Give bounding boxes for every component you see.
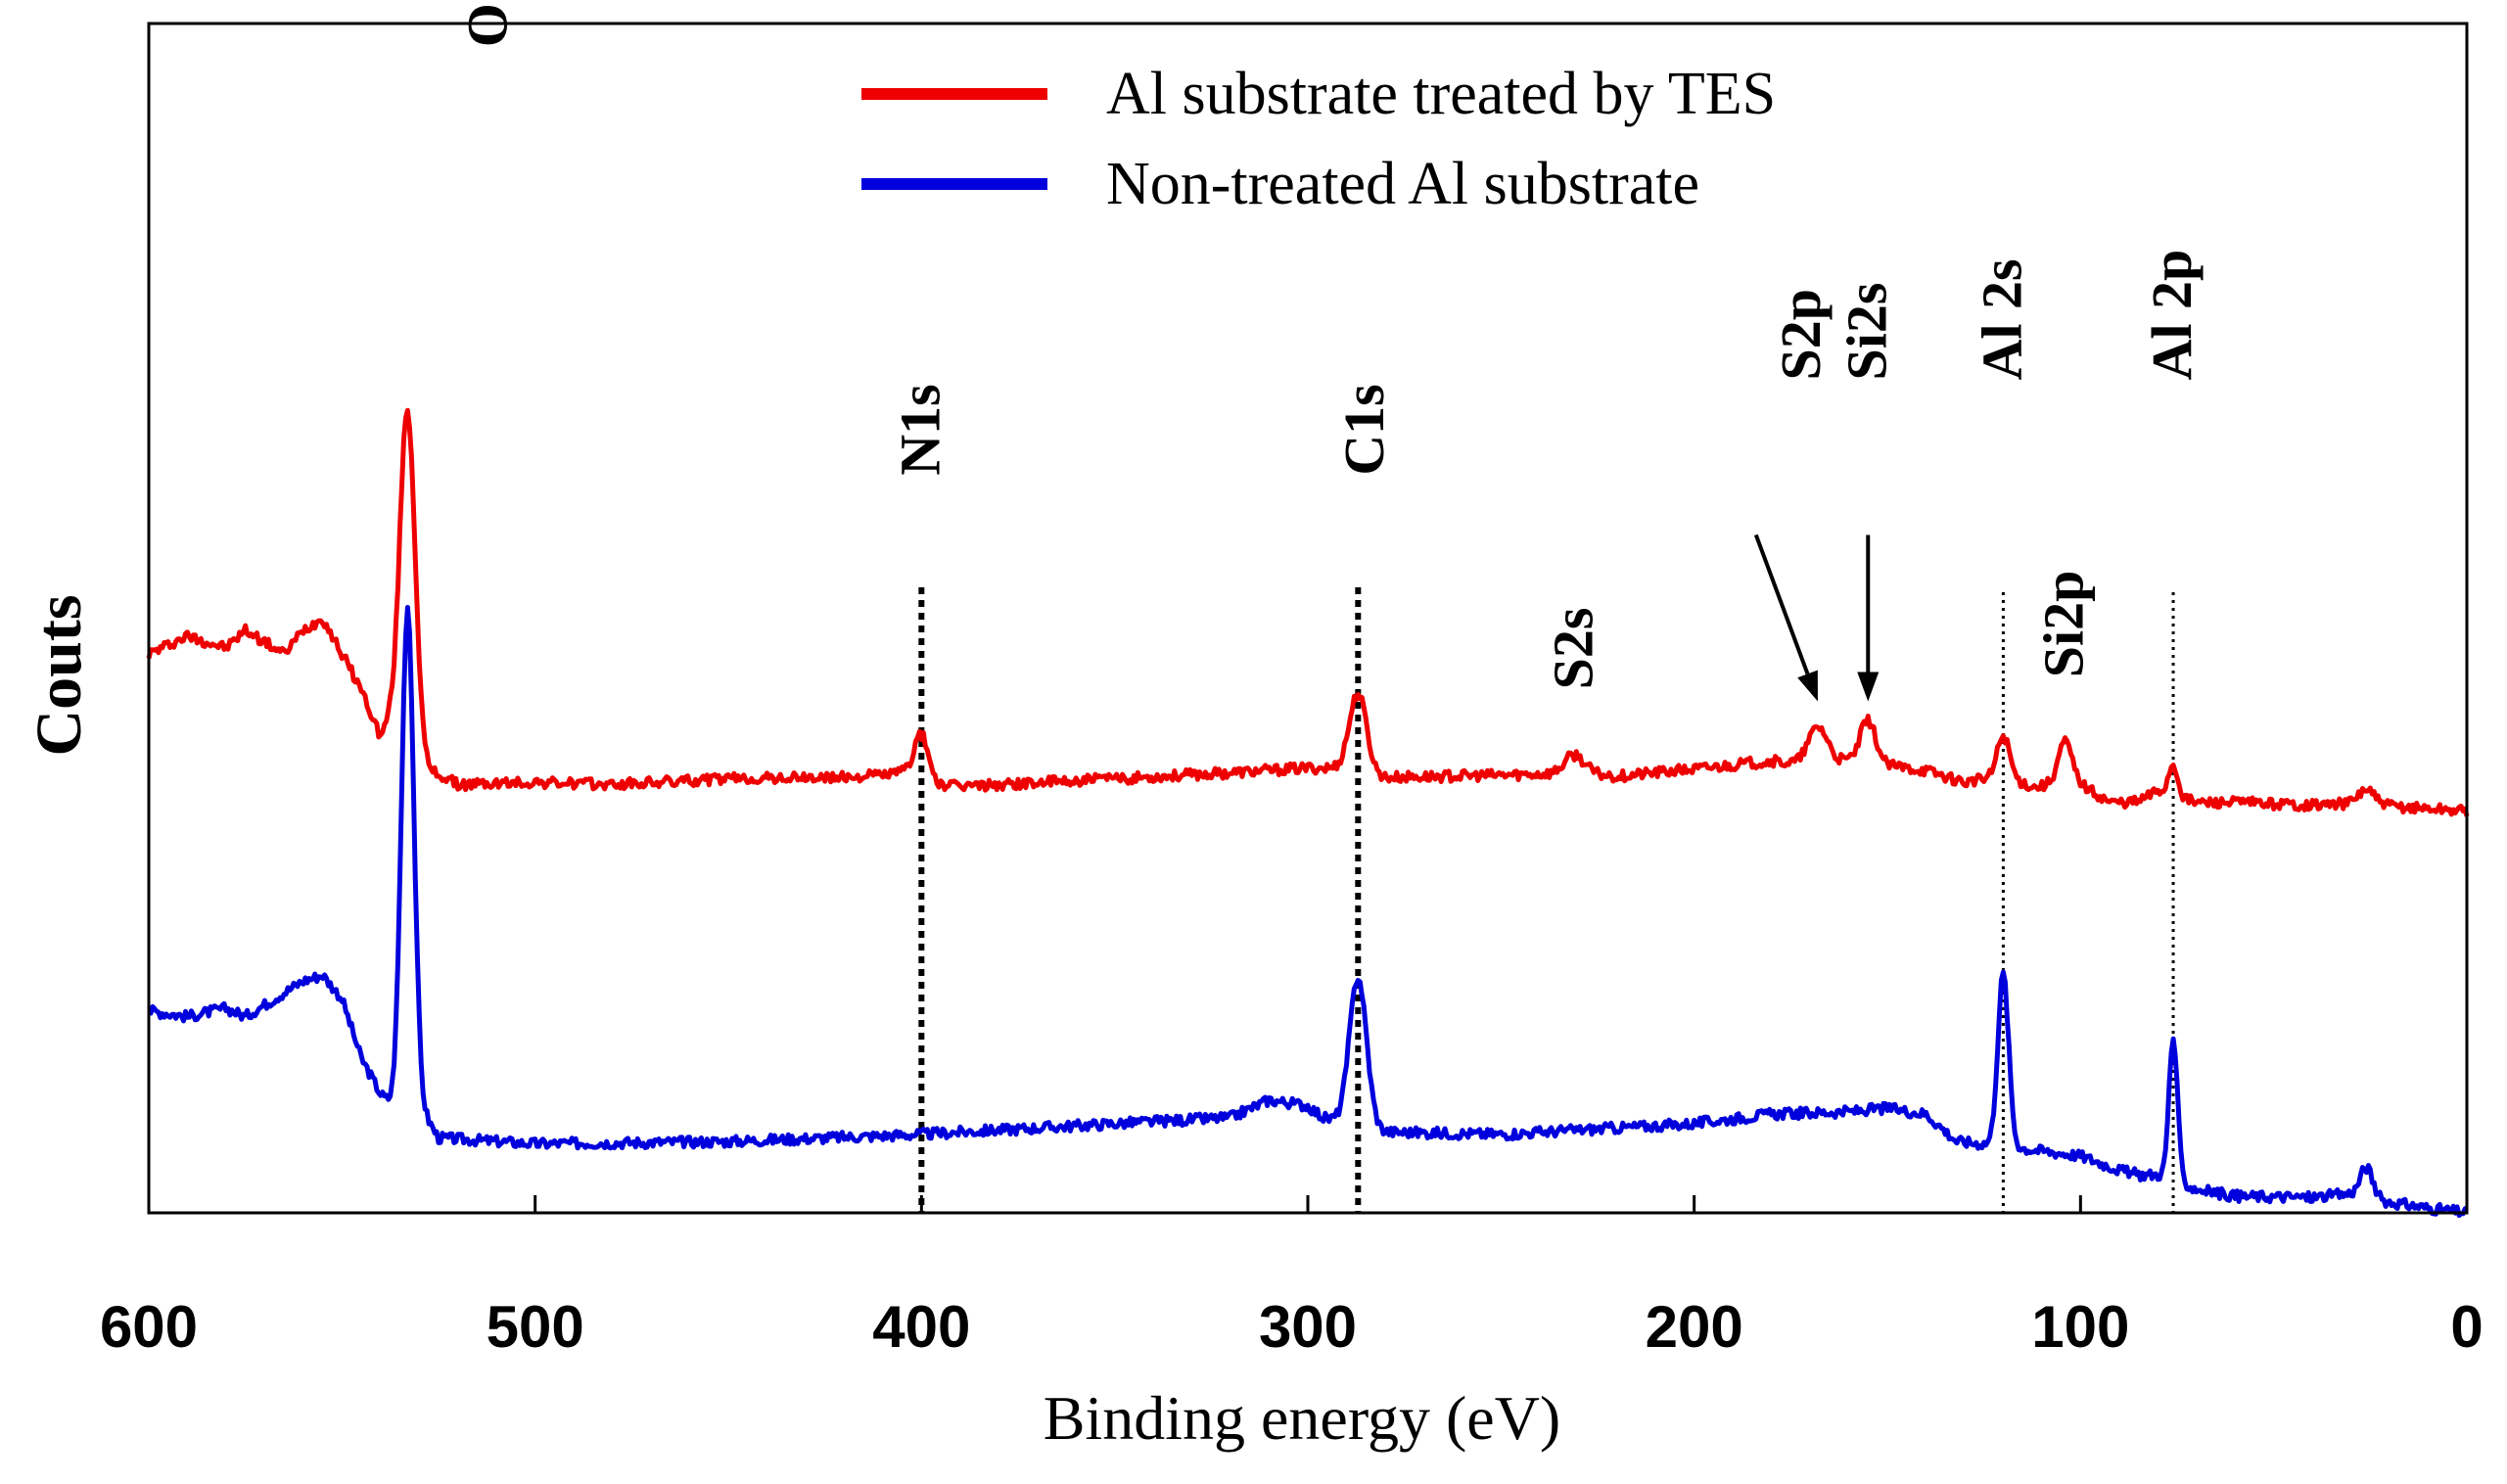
y-axis-label: Couts [23,594,95,756]
peak-label-4: S2p [1769,289,1833,381]
legend: Al substrate treated by TES Non-treated A… [861,61,1776,217]
spectrum-series [146,407,2470,1219]
series-line-0 [146,407,2470,817]
x-tick-label-3: 300 [1259,1294,1357,1360]
x-tick-label-1: 500 [487,1294,584,1360]
x-axis-ticks: 600 500 400 300 200 100 0 [100,1195,2484,1360]
peak-guide-lines [918,587,2175,1213]
peak-label-5: Si2s [1834,283,1898,381]
peak-label-1: N1s [888,384,952,475]
series-line-1 [148,605,2469,1219]
x-tick-label-5: 100 [2031,1294,2129,1360]
peak-label-3: S2s [1541,608,1604,690]
peak-label-2: C1s [1332,384,1396,475]
annotation-arrow-1 [1857,534,1880,702]
legend-label-1: Non-treated Al substrate [1106,151,1699,217]
annotation-arrow-0 [1753,533,1818,702]
x-tick-label-0: 600 [100,1294,198,1360]
legend-label-0: Al substrate treated by TES [1106,61,1776,127]
x-axis-label: Binding energy (eV) [1044,1383,1560,1453]
x-tick-label-2: 400 [872,1294,970,1360]
peak-label-0: O1s [455,0,519,47]
x-tick-label-6: 0 [2450,1294,2483,1360]
peak-label-7: Si2p [2032,571,2096,678]
peak-label-8: Al 2p [2140,250,2204,381]
peak-label-6: Al 2s [1970,258,2033,380]
x-tick-label-4: 200 [1646,1294,1743,1360]
